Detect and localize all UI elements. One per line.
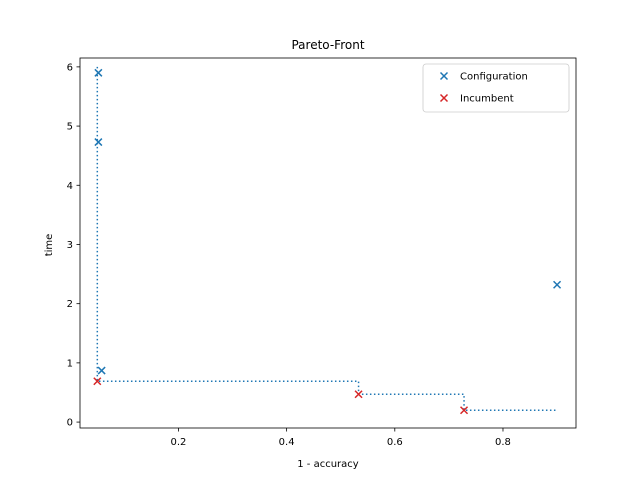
marker-stroke	[354, 390, 363, 399]
data-points-layer	[93, 68, 562, 415]
pareto-front-layer	[96, 66, 558, 411]
legend-box	[422, 63, 570, 113]
x-tick-label: 0.6	[387, 437, 403, 448]
x-axis-label: 1 - accuracy	[297, 459, 359, 470]
y-tick-label: 3	[67, 240, 73, 251]
axes: 0.2 0.4 0.6 0.8 0 1 2 3 4 5 6	[67, 57, 577, 448]
configuration-point	[94, 138, 103, 147]
legend-label-incumbent: Incumbent	[460, 94, 514, 105]
incumbent-point	[354, 390, 363, 399]
legend-label-configuration: Configuration	[460, 72, 528, 83]
marker-stroke	[97, 366, 106, 375]
y-tick-label: 1	[67, 358, 73, 369]
y-axis-label: time	[44, 234, 55, 257]
marker-stroke	[460, 406, 469, 415]
x-tick-label: 0.8	[495, 437, 511, 448]
y-tick-label: 2	[67, 299, 73, 310]
marker-stroke	[439, 71, 449, 81]
configuration-point	[97, 366, 106, 375]
plot-frame	[79, 57, 577, 429]
legend-marker-configuration	[439, 71, 449, 81]
incumbent-point	[460, 406, 469, 415]
marker-stroke	[439, 93, 449, 103]
y-tick-label: 5	[67, 122, 73, 133]
configuration-point	[94, 68, 103, 77]
marker-stroke	[94, 68, 103, 77]
incumbent-point	[93, 377, 102, 386]
chart-title: Pareto-Front	[291, 38, 364, 52]
pareto-front-line	[96, 66, 558, 411]
legend: Configuration Incumbent	[422, 63, 570, 113]
y-tick-label: 0	[67, 418, 73, 429]
y-tick-label: 4	[67, 181, 73, 192]
legend-marker-incumbent	[439, 93, 449, 103]
marker-stroke	[93, 377, 102, 386]
marker-stroke	[94, 138, 103, 147]
x-tick-label: 0.4	[279, 437, 295, 448]
x-tick-label: 0.2	[170, 437, 186, 448]
configuration-point	[553, 280, 562, 289]
y-tick-label: 6	[67, 62, 73, 73]
marker-stroke	[553, 280, 562, 289]
